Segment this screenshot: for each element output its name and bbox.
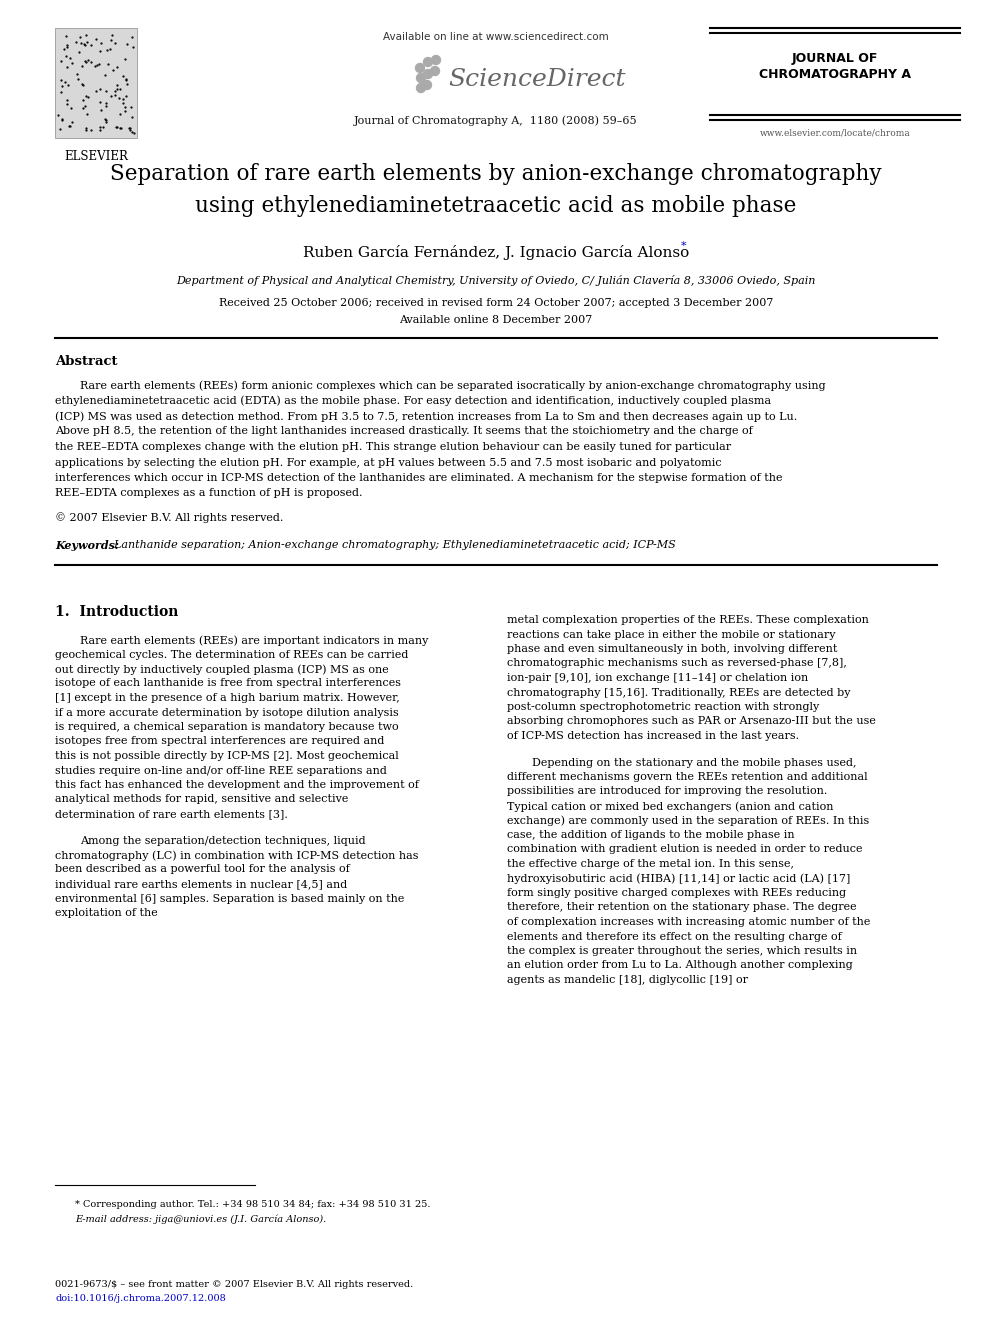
Text: possibilities are introduced for improving the resolution.: possibilities are introduced for improvi… <box>507 786 827 796</box>
Text: isotope of each lanthanide is free from spectral interferences: isotope of each lanthanide is free from … <box>55 679 401 688</box>
Text: JOURNAL OF: JOURNAL OF <box>792 52 878 65</box>
Text: * Corresponding author. Tel.: +34 98 510 34 84; fax: +34 98 510 31 25.: * Corresponding author. Tel.: +34 98 510… <box>75 1200 431 1209</box>
Bar <box>55 28 137 138</box>
Text: hydroxyisobutiric acid (HIBA) [11,14] or lactic acid (LA) [17]: hydroxyisobutiric acid (HIBA) [11,14] or… <box>507 873 850 884</box>
Text: 0021-9673/$ – see front matter © 2007 Elsevier B.V. All rights reserved.: 0021-9673/$ – see front matter © 2007 El… <box>55 1279 414 1289</box>
Circle shape <box>424 57 433 66</box>
Text: analytical methods for rapid, sensitive and selective: analytical methods for rapid, sensitive … <box>55 795 348 804</box>
Circle shape <box>417 74 426 82</box>
Text: using ethylenediaminetetraacetic acid as mobile phase: using ethylenediaminetetraacetic acid as… <box>195 194 797 217</box>
Text: E-mail address: jiga@uniovi.es (J.I. García Alonso).: E-mail address: jiga@uniovi.es (J.I. Gar… <box>75 1215 326 1225</box>
Circle shape <box>423 81 432 90</box>
Text: [1] except in the presence of a high barium matrix. However,: [1] except in the presence of a high bar… <box>55 693 400 703</box>
Text: post-column spectrophotometric reaction with strongly: post-column spectrophotometric reaction … <box>507 703 819 712</box>
Circle shape <box>424 70 433 78</box>
Text: reactions can take place in either the mobile or stationary: reactions can take place in either the m… <box>507 630 835 639</box>
Text: exploitation of the: exploitation of the <box>55 908 158 918</box>
Text: 1.  Introduction: 1. Introduction <box>55 605 179 619</box>
Text: is required, a chemical separation is mandatory because two: is required, a chemical separation is ma… <box>55 722 399 732</box>
Text: the complex is greater throughout the series, which results in: the complex is greater throughout the se… <box>507 946 857 957</box>
Text: phase and even simultaneously in both, involving different: phase and even simultaneously in both, i… <box>507 644 837 654</box>
Text: Lanthanide separation; Anion-exchange chromatography; Ethylenediaminetetraacetic: Lanthanide separation; Anion-exchange ch… <box>107 540 676 550</box>
Text: ScienceDirect: ScienceDirect <box>448 69 626 91</box>
Text: CHROMATOGRAPHY A: CHROMATOGRAPHY A <box>759 67 911 81</box>
Text: Rare earth elements (REEs) are important indicators in many: Rare earth elements (REEs) are important… <box>80 635 429 646</box>
Text: if a more accurate determination by isotope dilution analysis: if a more accurate determination by isot… <box>55 708 399 717</box>
Text: www.elsevier.com/locate/chroma: www.elsevier.com/locate/chroma <box>760 128 911 138</box>
Text: applications by selecting the elution pH. For example, at pH values between 5.5 : applications by selecting the elution pH… <box>55 458 721 467</box>
Text: Separation of rare earth elements by anion-exchange chromatography: Separation of rare earth elements by ani… <box>110 163 882 185</box>
Text: Among the separation/detection techniques, liquid: Among the separation/detection technique… <box>80 836 366 845</box>
Text: of complexation increases with increasing atomic number of the: of complexation increases with increasin… <box>507 917 870 927</box>
Text: out directly by inductively coupled plasma (ICP) MS as one: out directly by inductively coupled plas… <box>55 664 389 675</box>
Text: Ruben García Fernández, J. Ignacio García Alonso: Ruben García Fernández, J. Ignacio Garcí… <box>303 245 689 261</box>
Text: combination with gradient elution is needed in order to reduce: combination with gradient elution is nee… <box>507 844 862 855</box>
Text: Rare earth elements (REEs) form anionic complexes which can be separated isocrat: Rare earth elements (REEs) form anionic … <box>80 380 825 390</box>
Text: Above pH 8.5, the retention of the light lanthanides increased drastically. It s: Above pH 8.5, the retention of the light… <box>55 426 753 437</box>
Text: studies require on-line and/or off-line REE separations and: studies require on-line and/or off-line … <box>55 766 387 775</box>
Text: absorbing chromophores such as PAR or Arsenazo-III but the use: absorbing chromophores such as PAR or Ar… <box>507 717 876 726</box>
Text: ethylenediaminetetraacetic acid (EDTA) as the mobile phase. For easy detection a: ethylenediaminetetraacetic acid (EDTA) a… <box>55 396 771 406</box>
Text: Keywords:: Keywords: <box>55 540 119 550</box>
Text: chromatography [15,16]. Traditionally, REEs are detected by: chromatography [15,16]. Traditionally, R… <box>507 688 850 697</box>
Text: Available online 8 December 2007: Available online 8 December 2007 <box>400 315 592 325</box>
Text: this fact has enhanced the development and the improvement of: this fact has enhanced the development a… <box>55 781 419 790</box>
Text: © 2007 Elsevier B.V. All rights reserved.: © 2007 Elsevier B.V. All rights reserved… <box>55 512 284 523</box>
Text: doi:10.1016/j.chroma.2007.12.008: doi:10.1016/j.chroma.2007.12.008 <box>55 1294 226 1303</box>
Circle shape <box>417 83 426 93</box>
Text: this is not possible directly by ICP-MS [2]. Most geochemical: this is not possible directly by ICP-MS … <box>55 751 399 761</box>
Text: therefore, their retention on the stationary phase. The degree: therefore, their retention on the statio… <box>507 902 857 913</box>
Text: the effective charge of the metal ion. In this sense,: the effective charge of the metal ion. I… <box>507 859 794 869</box>
Circle shape <box>432 56 440 65</box>
Text: REE–EDTA complexes as a function of pH is proposed.: REE–EDTA complexes as a function of pH i… <box>55 488 362 499</box>
Text: chromatography (LC) in combination with ICP-MS detection has: chromatography (LC) in combination with … <box>55 849 419 860</box>
Text: exchange) are commonly used in the separation of REEs. In this: exchange) are commonly used in the separ… <box>507 815 869 826</box>
Text: of ICP-MS detection has increased in the last years.: of ICP-MS detection has increased in the… <box>507 732 800 741</box>
Text: ion-pair [9,10], ion exchange [11–14] or chelation ion: ion-pair [9,10], ion exchange [11–14] or… <box>507 673 808 683</box>
Text: *: * <box>681 241 686 251</box>
Text: Typical cation or mixed bed exchangers (anion and cation: Typical cation or mixed bed exchangers (… <box>507 800 833 811</box>
Text: geochemical cycles. The determination of REEs can be carried: geochemical cycles. The determination of… <box>55 650 409 659</box>
Text: Received 25 October 2006; received in revised form 24 October 2007; accepted 3 D: Received 25 October 2006; received in re… <box>219 298 773 308</box>
Text: determination of rare earth elements [3].: determination of rare earth elements [3]… <box>55 808 288 819</box>
Text: different mechanisms govern the REEs retention and additional: different mechanisms govern the REEs ret… <box>507 773 868 782</box>
Text: chromatographic mechanisms such as reversed-phase [7,8],: chromatographic mechanisms such as rever… <box>507 659 847 668</box>
Text: ELSEVIER: ELSEVIER <box>64 149 128 163</box>
Text: environmental [6] samples. Separation is based mainly on the: environmental [6] samples. Separation is… <box>55 893 405 904</box>
Text: Depending on the stationary and the mobile phases used,: Depending on the stationary and the mobi… <box>532 758 856 767</box>
Text: an elution order from Lu to La. Although another complexing: an elution order from Lu to La. Although… <box>507 960 853 971</box>
Circle shape <box>431 66 439 75</box>
Text: the REE–EDTA complexes change with the elution pH. This strange elution behaviou: the REE–EDTA complexes change with the e… <box>55 442 731 452</box>
Text: metal complexation properties of the REEs. These complexation: metal complexation properties of the REE… <box>507 615 869 624</box>
Text: Abstract: Abstract <box>55 355 117 368</box>
Text: form singly positive charged complexes with REEs reducing: form singly positive charged complexes w… <box>507 888 846 898</box>
Text: Available on line at www.sciencedirect.com: Available on line at www.sciencedirect.c… <box>383 32 609 42</box>
Circle shape <box>416 64 425 73</box>
Text: isotopes free from spectral interferences are required and: isotopes free from spectral interference… <box>55 737 384 746</box>
Text: case, the addition of ligands to the mobile phase in: case, the addition of ligands to the mob… <box>507 830 795 840</box>
Text: interferences which occur in ICP-MS detection of the lanthanides are eliminated.: interferences which occur in ICP-MS dete… <box>55 474 783 483</box>
Text: individual rare earths elements in nuclear [4,5] and: individual rare earths elements in nucle… <box>55 878 347 889</box>
Text: been described as a powerful tool for the analysis of: been described as a powerful tool for th… <box>55 864 350 875</box>
Text: agents as mandelic [18], diglycollic [19] or: agents as mandelic [18], diglycollic [19… <box>507 975 748 986</box>
Text: (ICP) MS was used as detection method. From pH 3.5 to 7.5, retention increases f: (ICP) MS was used as detection method. F… <box>55 411 798 422</box>
Text: Journal of Chromatography A,  1180 (2008) 59–65: Journal of Chromatography A, 1180 (2008)… <box>354 115 638 126</box>
Text: Department of Physical and Analytical Chemistry, University of Oviedo, C/ Julián: Department of Physical and Analytical Ch… <box>177 275 815 286</box>
Text: elements and therefore its effect on the resulting charge of: elements and therefore its effect on the… <box>507 931 842 942</box>
